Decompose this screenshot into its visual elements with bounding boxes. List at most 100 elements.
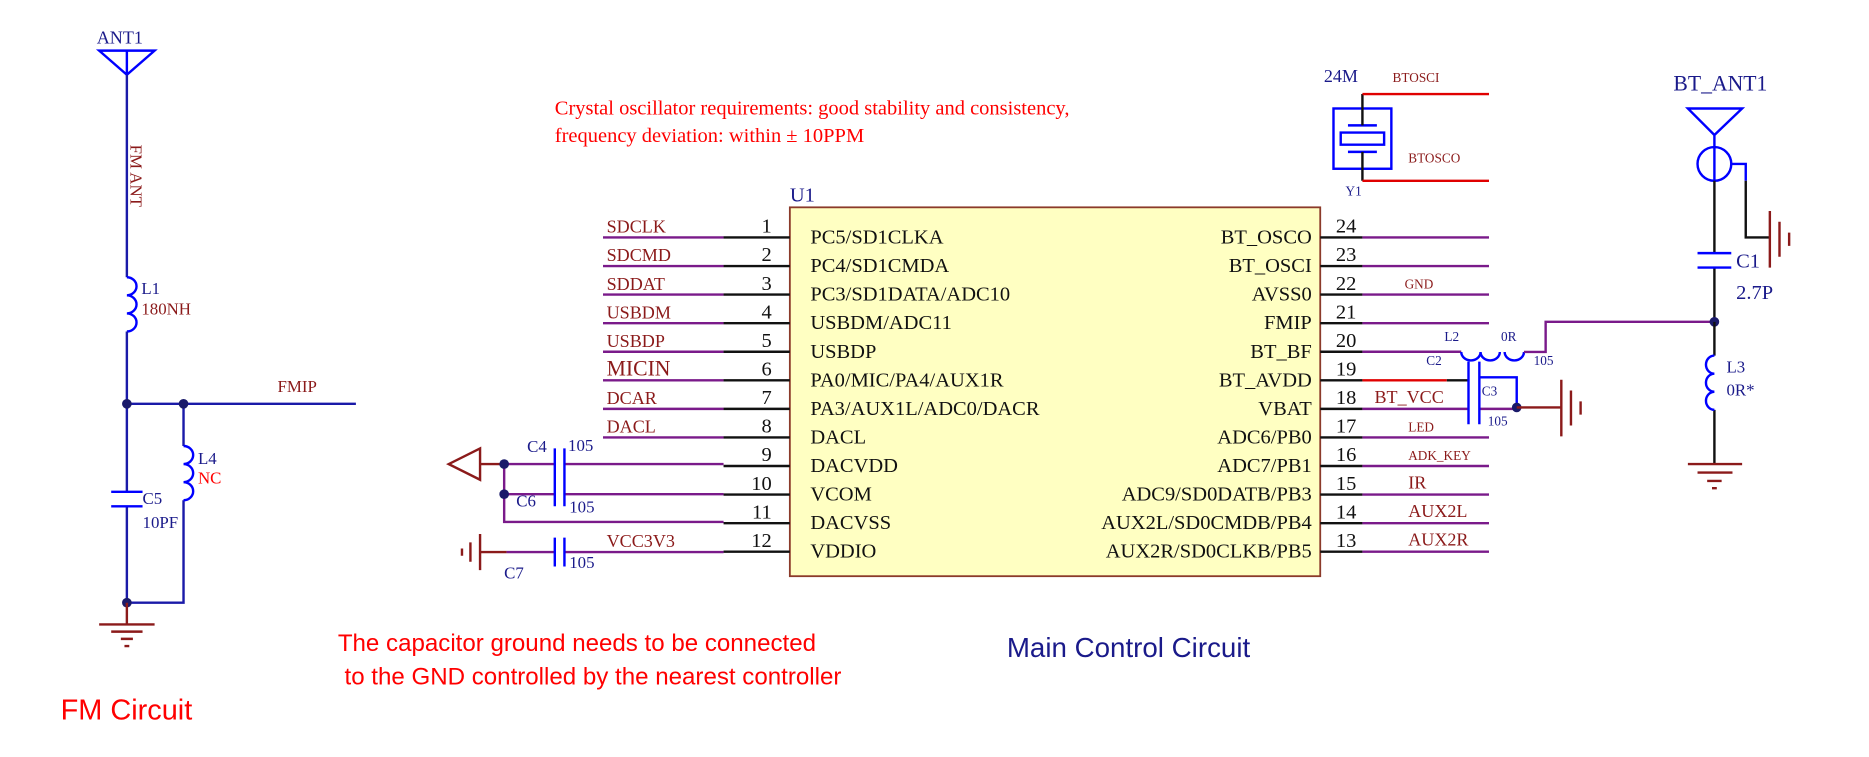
pin-name: PC5/SD1CLKA	[810, 226, 943, 248]
net-label: IR	[1408, 473, 1427, 493]
pin-name: VDDIO	[810, 541, 876, 563]
crystal-ref: Y1	[1346, 183, 1362, 198]
antenna-icon	[95, 49, 158, 77]
pin-number: 23	[1336, 244, 1356, 266]
net-label: USBDP	[607, 331, 665, 351]
pin-number: 11	[752, 501, 772, 523]
left-decoupling: C4 105 C6 105 C7 105	[446, 436, 724, 583]
c3-ref: C3	[1482, 383, 1498, 398]
pin-number: 17	[1336, 416, 1356, 438]
pin-name: AVSS0	[1252, 284, 1312, 306]
wire	[1523, 320, 1715, 354]
pin-number: 6	[762, 358, 772, 380]
ground-note-line-2: to the GND controlled by the nearest con…	[338, 664, 842, 691]
ground-icon	[460, 533, 507, 571]
pin-number: 24	[1336, 216, 1356, 238]
u1-pins: 1 PC5/SD1CLKA SDCLK 2 PC4/SD1CMDA SDCMD 3 PC3/S…	[603, 216, 1517, 563]
pin-number: 22	[1336, 273, 1356, 295]
l3-value: 0R*	[1726, 380, 1754, 399]
net-label: MICIN	[607, 356, 671, 380]
l4-value: NC	[198, 468, 221, 487]
bt-ant1-label: BT_ANT1	[1673, 71, 1767, 95]
c2-value: 105	[1534, 353, 1554, 368]
pin-number: 19	[1336, 358, 1356, 380]
capacitor-c7-icon	[553, 537, 566, 567]
net-label: ADK_KEY	[1408, 448, 1471, 463]
inductor-l3-icon	[1704, 354, 1715, 412]
fm-circuit: ANT1 FM ANT L1 180NH FMIP C5 10PF L4 NC …	[61, 27, 356, 727]
crystal-note-line-1: Crystal oscillator requirements: good st…	[555, 98, 1070, 120]
net-label: SDCLK	[607, 217, 666, 237]
crystal-y1: 24M BTOSCI BTOSCO Y1	[1324, 66, 1489, 198]
pin-name: FMIP	[1264, 312, 1312, 334]
wire	[502, 462, 724, 524]
bt-antenna-circuit: BT_ANT1 C1 2.7P L3 0R*	[1673, 71, 1791, 490]
pin-number: 1	[762, 216, 772, 238]
pin-name: ADC9/SD0DATB/PB3	[1122, 484, 1312, 506]
net-label: GND	[1405, 277, 1434, 292]
net-label: LED	[1408, 419, 1434, 434]
pin-number: 4	[762, 301, 772, 323]
net-label: AUX2L	[1408, 501, 1467, 521]
c4-value: 105	[568, 436, 593, 455]
l1-value: 180NH	[141, 300, 191, 319]
pin-number: 16	[1336, 444, 1356, 466]
wire	[1713, 147, 1747, 181]
pin-number: 10	[751, 473, 771, 495]
l2-value: 0R	[1501, 329, 1517, 344]
junction-dot	[122, 398, 132, 409]
pin-number: 20	[1336, 330, 1356, 352]
wire	[125, 331, 356, 604]
l4-ref: L4	[198, 449, 217, 468]
pin-name: ADC6/PB0	[1217, 426, 1311, 448]
c7-value: 105	[569, 553, 594, 572]
capacitor-c4-c6-icon	[553, 448, 566, 507]
inductor-l1-icon	[126, 276, 138, 333]
l2-ref: L2	[1444, 329, 1459, 344]
pin-name: VCOM	[810, 484, 871, 506]
crystal-value: 24M	[1324, 66, 1358, 86]
c5-value: 10PF	[143, 513, 179, 532]
capacitor-c5-icon	[111, 490, 143, 508]
net-label: DACL	[607, 417, 656, 437]
bt-filter: L2 0R 105 C2 C3 105	[1426, 320, 1715, 437]
pin-name: BT_AVDD	[1219, 369, 1312, 391]
inductor-l4-icon	[183, 444, 195, 502]
pin-number: 18	[1336, 387, 1356, 409]
u1-chip-body	[788, 206, 1322, 578]
pin-name: BT_BF	[1250, 341, 1311, 363]
pin-name: PC4/SD1CMDA	[810, 255, 949, 277]
c3-value: 105	[1488, 414, 1508, 429]
pin-name: DACVDD	[810, 455, 898, 477]
pin-number: 12	[751, 530, 771, 552]
ground-icon	[1687, 462, 1743, 490]
btosci-net-label: BTOSCI	[1393, 70, 1440, 85]
net-label: SDDAT	[607, 274, 665, 294]
junction-dot	[178, 398, 189, 409]
c4-ref: C4	[527, 437, 547, 456]
wire	[1362, 92, 1489, 183]
c1-ref: C1	[1736, 251, 1760, 273]
l3-ref: L3	[1726, 357, 1745, 376]
pin-name: USBDM/ADC11	[810, 312, 952, 334]
net-label: SDCMD	[607, 245, 671, 265]
c1-value: 2.7P	[1736, 282, 1773, 304]
net-label: DCAR	[607, 388, 658, 408]
pin-number: 13	[1336, 530, 1356, 552]
main-control-title: Main Control Circuit	[1007, 632, 1251, 663]
antenna-icon	[1684, 107, 1746, 148]
junction-dot	[499, 459, 509, 469]
btosco-net-label: BTOSCO	[1408, 151, 1460, 166]
pin-number: 8	[762, 416, 772, 438]
pin-name: USBDP	[810, 341, 876, 363]
pin-number: 15	[1336, 473, 1356, 495]
pin-name: BT_OSCO	[1221, 226, 1312, 248]
wire	[1713, 180, 1770, 322]
l1-ref: L1	[141, 279, 160, 298]
pin-number: 5	[762, 330, 772, 352]
pin-name: VBAT	[1258, 398, 1312, 420]
crystal-note-line-2: frequency deviation: within ± 10PPM	[555, 125, 864, 147]
pin-number: 21	[1336, 301, 1356, 323]
u1-ref: U1	[790, 184, 815, 206]
